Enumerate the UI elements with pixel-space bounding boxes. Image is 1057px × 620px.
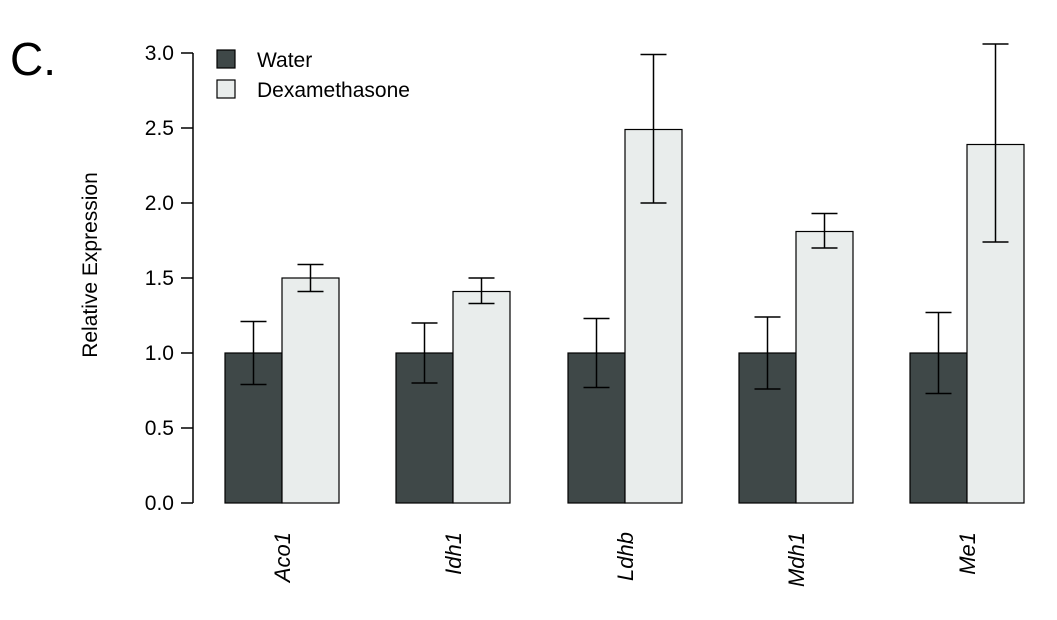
y-tick-label: 2.0 <box>145 192 174 215</box>
x-axis-labels: Aco1 Idh1 Ldhb Mdh1 Me1 <box>270 532 980 587</box>
bar-dexamethasone-aco1 <box>281 277 340 504</box>
y-tick-label: 3.0 <box>145 42 174 65</box>
y-tick-label: 1.0 <box>145 342 174 365</box>
error-bar-dexamethasone-idh1 <box>468 277 495 305</box>
legend: Water Dexamethasone <box>216 49 410 102</box>
bar-group-ldhb <box>567 53 683 504</box>
error-bar-water-idh1 <box>411 322 438 384</box>
bar-group-me1 <box>909 43 1025 504</box>
x-category-label: Mdh1 <box>784 532 809 587</box>
bar-group-aco1 <box>224 263 340 504</box>
bar-dexamethasone-me1 <box>966 143 1025 504</box>
y-tick-label: 1.5 <box>145 267 174 290</box>
legend-swatch-dexamethasone <box>216 79 236 99</box>
x-category-label: Aco1 <box>270 532 295 584</box>
y-tick-label: 0.0 <box>145 492 174 515</box>
x-category-label: Ldhb <box>613 532 638 581</box>
error-bar-dexamethasone-me1 <box>982 43 1009 243</box>
bar-group-mdh1 <box>738 212 854 504</box>
bar-dexamethasone-mdh1 <box>795 230 854 504</box>
x-category-label: Me1 <box>955 532 980 575</box>
error-bar-water-mdh1 <box>754 316 781 390</box>
x-category-label: Idh1 <box>441 532 466 575</box>
legend-label-dexamethasone: Dexamethasone <box>257 79 410 102</box>
error-bar-water-aco1 <box>240 320 267 386</box>
y-tick-label: 0.5 <box>145 417 174 440</box>
error-bar-dexamethasone-ldhb <box>640 53 667 204</box>
legend-swatch-water <box>216 49 236 69</box>
bar-group-idh1 <box>395 277 511 504</box>
bars-group <box>224 43 1025 504</box>
bar-dexamethasone-idh1 <box>452 290 511 504</box>
error-bar-water-me1 <box>925 311 952 395</box>
y-axis: 0.0 0.5 1.0 1.5 2.0 2.5 3.0 <box>145 42 194 515</box>
error-bar-dexamethasone-mdh1 <box>811 212 838 249</box>
y-axis-title: Relative Expression <box>79 172 102 358</box>
error-bar-dexamethasone-aco1 <box>297 263 324 293</box>
error-bar-water-ldhb <box>583 317 610 389</box>
legend-label-water: Water <box>257 49 312 72</box>
panel-label: C. <box>10 33 56 85</box>
y-tick-label: 2.5 <box>145 117 174 140</box>
